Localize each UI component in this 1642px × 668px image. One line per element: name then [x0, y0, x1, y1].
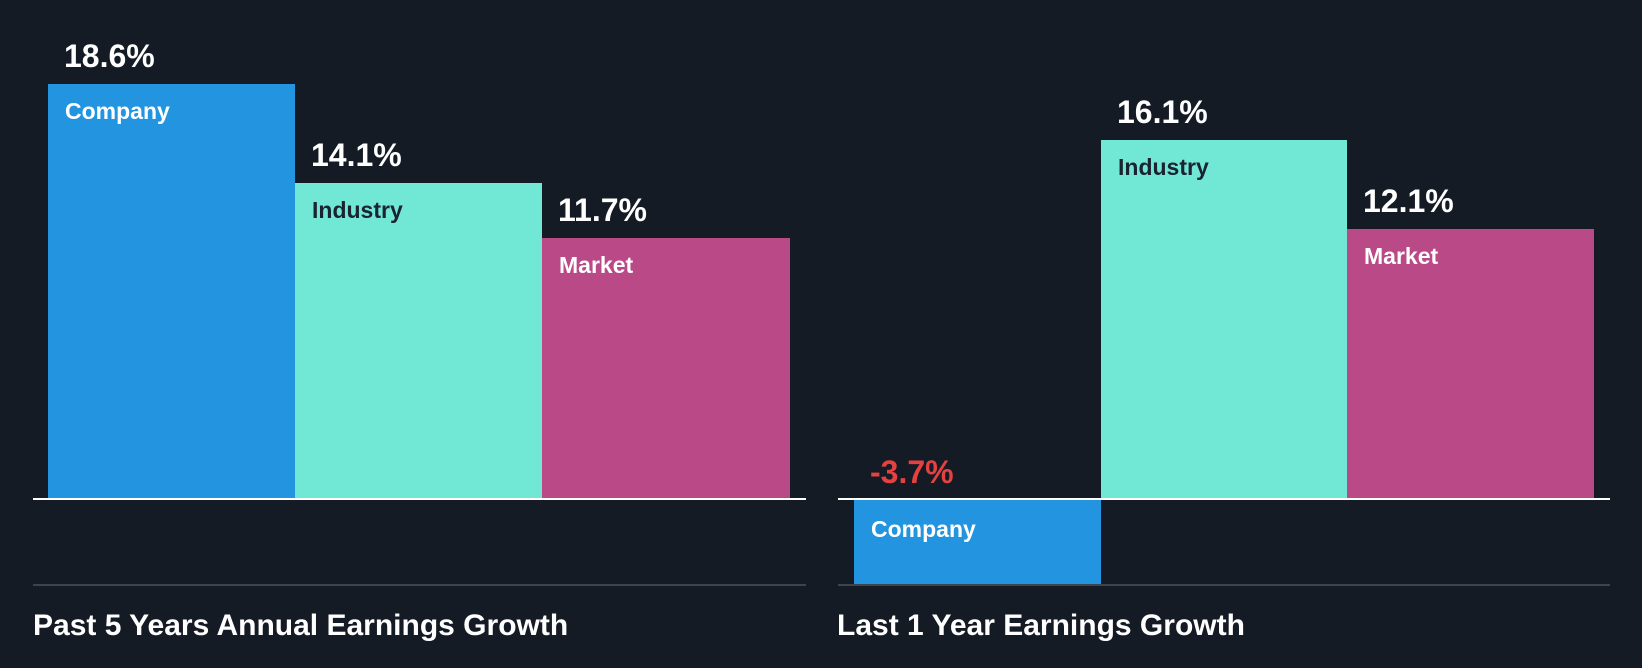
chart-last-1-year: Company -3.7% Industry 16.1% Market 12.1… — [821, 0, 1642, 668]
chart-title: Past 5 Years Annual Earnings Growth — [33, 609, 569, 642]
separator-line — [838, 584, 1610, 586]
value-label-market: 12.1% — [1363, 183, 1454, 219]
bar-label-market: Market — [1364, 243, 1439, 269]
bar-industry: Industry — [295, 183, 542, 498]
bar-label-industry: Industry — [312, 197, 403, 223]
bar-market: Market — [542, 238, 790, 498]
value-label-industry: 14.1% — [311, 137, 402, 173]
bar-label-company: Company — [871, 516, 976, 542]
chart-title: Last 1 Year Earnings Growth — [837, 609, 1245, 642]
zero-axis-line — [33, 498, 806, 500]
bar-label-market: Market — [559, 252, 634, 278]
value-label-company: -3.7% — [870, 454, 954, 490]
bar-market: Market — [1347, 229, 1594, 498]
bar-label-industry: Industry — [1118, 154, 1209, 180]
value-label-company: 18.6% — [64, 38, 155, 74]
value-label-industry: 16.1% — [1117, 94, 1208, 130]
zero-axis-line — [838, 498, 1610, 500]
chart-past-5-years: Company 18.6% Industry 14.1% Market 11.7… — [33, 38, 806, 642]
bar-label-company: Company — [65, 98, 170, 124]
separator-line — [33, 584, 806, 586]
bar-company: Company — [854, 500, 1101, 585]
bar-industry: Industry — [1101, 140, 1347, 498]
bar-company: Company — [48, 84, 295, 498]
value-label-market: 11.7% — [558, 192, 647, 228]
